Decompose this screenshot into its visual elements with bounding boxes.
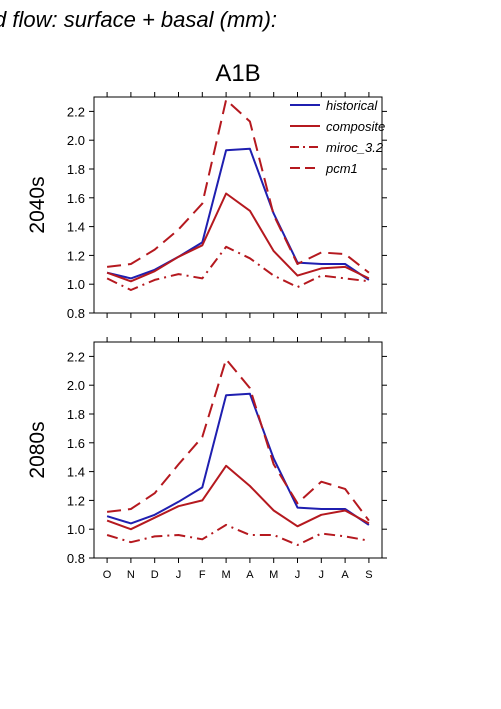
y-tick-label: 2.2: [67, 104, 85, 119]
panel-2080s: 0.8 1.0 1.2 1.4 1.6 1.8 2.0 2.2 O N D J F M A M J J A S 2080…: [26, 337, 387, 581]
row-label: 2080s: [26, 421, 49, 478]
legend-label-composite: composite: [326, 119, 385, 134]
x-tick-label: O: [103, 569, 112, 581]
series-line-composite: [106, 464, 370, 531]
series-line-miroc_3.2: [106, 523, 370, 546]
x-tick-label: M: [269, 569, 278, 581]
x-tick-label: M: [222, 569, 231, 581]
plot-frame: [93, 341, 383, 559]
plot-frame: [93, 96, 383, 314]
x-tick-label: J: [319, 569, 325, 581]
y-tick-label: 1.4: [67, 465, 85, 480]
x-tick-label: S: [365, 569, 372, 581]
series-line-miroc_3.2: [106, 245, 370, 291]
y-tick-label: 1.2: [67, 493, 85, 508]
legend-label-historical: historical: [326, 98, 378, 113]
row-label: 2040s: [26, 176, 49, 233]
x-tick-label: J: [176, 569, 182, 581]
legend: historical composite miroc_3.2 pcm1: [290, 98, 385, 176]
y-tick-label: 1.8: [67, 407, 85, 422]
y-tick-label: 1.6: [67, 436, 85, 451]
y-tick-label: 1.0: [67, 522, 85, 537]
x-tick-label: N: [127, 569, 135, 581]
x-tick-label: F: [199, 569, 206, 581]
x-tick-label: A: [246, 569, 254, 581]
series-line-historical: [106, 392, 370, 526]
x-tick-label: A: [341, 569, 349, 581]
figure-title: d flow: surface + basal (mm):: [0, 7, 277, 32]
y-tick-label: 1.2: [67, 248, 85, 263]
series-line-pcm1: [106, 358, 370, 522]
y-tick-label: 1.6: [67, 191, 85, 206]
x-tick-label: J: [295, 569, 301, 581]
series-line-pcm1: [106, 98, 370, 274]
y-tick-label: 0.8: [67, 551, 85, 566]
y-tick-label: 1.8: [67, 162, 85, 177]
y-tick-label: 0.8: [67, 306, 85, 321]
legend-label-miroc_3.2: miroc_3.2: [326, 140, 384, 155]
scenario-title: A1B: [215, 60, 260, 87]
panel-2040s: 0.8 1.0 1.2 1.4 1.6 1.8 2.0 2.2 2040s historical c…: [26, 92, 387, 321]
series-line-historical: [106, 147, 370, 281]
y-tick-label: 2.2: [67, 349, 85, 364]
y-tick-label: 2.0: [67, 378, 85, 393]
legend-label-pcm1: pcm1: [325, 161, 358, 176]
y-tick-label: 2.0: [67, 133, 85, 148]
x-tick-label: D: [151, 569, 159, 581]
y-tick-label: 1.4: [67, 220, 85, 235]
panels: 0.8 1.0 1.2 1.4 1.6 1.8 2.0 2.2 2040s historical c…: [26, 92, 387, 581]
y-tick-label: 1.0: [67, 277, 85, 292]
series-line-composite: [106, 192, 370, 283]
